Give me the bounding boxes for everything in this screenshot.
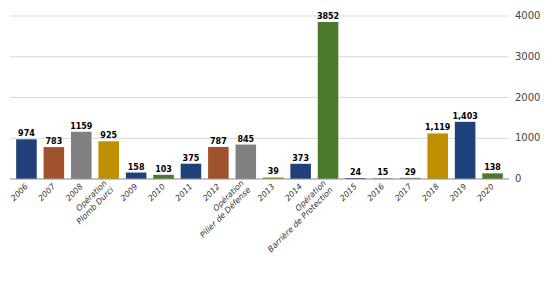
bar: [427, 133, 448, 179]
bar: [16, 139, 37, 179]
data-label: 15: [377, 168, 389, 177]
bar: [126, 173, 147, 179]
x-tick-label: 2016: [366, 182, 387, 203]
x-tick-label: OpérationPilier de Défense: [191, 178, 253, 240]
bar: [455, 122, 476, 179]
data-label: 24: [350, 168, 362, 177]
x-tick-label-line: Plomb Durci: [75, 185, 116, 226]
x-tick-label: 2007: [37, 181, 58, 202]
x-tick-label-line: 2013: [256, 182, 277, 203]
x-tick-label: 2019: [448, 182, 469, 203]
x-tick-label: 2020: [475, 182, 496, 203]
x-tick-label-line: 2015: [338, 182, 359, 203]
bar: [153, 175, 174, 179]
x-tick-label: 2006: [9, 182, 30, 203]
data-label: 103: [155, 165, 172, 174]
data-label: 845: [237, 135, 254, 144]
grid: [10, 16, 509, 179]
grid-line: [10, 179, 509, 180]
bar: [208, 147, 229, 179]
data-label: 29: [405, 168, 417, 177]
grid-line: [10, 97, 509, 98]
x-tick-label: 2018: [420, 182, 441, 203]
x-tick-label-line: 2016: [366, 182, 387, 203]
x-tick-label-line: 2011: [174, 182, 195, 203]
data-label: 925: [100, 131, 117, 140]
x-tick-label-line: Pilier de Défense: [198, 185, 253, 240]
x-axis: 200620072008OpérationPlomb Durci20092010…: [9, 177, 496, 254]
x-tick-label: 2010: [146, 182, 167, 203]
x-tick-label-line: 2006: [9, 182, 30, 203]
x-tick-label-line: 2020: [475, 182, 496, 203]
x-tick-label-line: 2019: [448, 182, 469, 203]
data-label: 39: [268, 167, 280, 176]
bar: [482, 173, 503, 179]
x-tick-label-line: 2018: [420, 182, 441, 203]
data-label: 1,119: [425, 123, 451, 132]
bar: [236, 145, 257, 179]
y-axis: 0 1000 2000 3000 4000: [515, 10, 540, 184]
data-label: 787: [210, 137, 227, 146]
chart: 0 1000 2000 3000 4000 974 783 1159 925 158 103 375 7…: [0, 0, 555, 283]
x-tick-label: 2013: [256, 182, 277, 203]
y-tick-label: 4000: [515, 10, 540, 21]
x-tick-label-line: Barrière de Protection: [265, 185, 334, 254]
bar: [318, 22, 339, 179]
data-label: 1159: [70, 122, 93, 131]
bar: [290, 164, 311, 179]
data-label: 1,403: [452, 112, 477, 121]
bar: [98, 141, 119, 179]
grid-line: [10, 16, 509, 17]
bar: [71, 132, 92, 179]
grid-line: [10, 56, 509, 57]
data-labels: 974 783 1159 925 158 103 375 787 845 39 373 3852 24 1…: [18, 12, 501, 177]
data-label: 974: [18, 129, 35, 138]
x-axis-line: [10, 179, 509, 180]
x-tick-label: 2015: [338, 182, 359, 203]
bar: [181, 164, 202, 179]
x-tick-label: 2011: [174, 182, 195, 203]
data-label: 158: [128, 163, 145, 172]
y-tick-label: 1000: [515, 132, 540, 143]
x-tick-label: 2017: [393, 181, 414, 202]
x-tick-label: 2009: [119, 182, 140, 203]
x-tick-label-line: 2007: [37, 181, 58, 202]
y-tick-label: 3000: [515, 51, 540, 62]
bars: [16, 22, 503, 179]
y-tick-label: 0: [515, 173, 521, 184]
x-tick-label-line: 2017: [393, 181, 414, 202]
x-tick-label: OpérationPlomb Durci: [67, 177, 116, 226]
data-label: 138: [484, 163, 501, 172]
chart-container: 0 1000 2000 3000 4000 974 783 1159 925 158 103 375 7…: [0, 0, 555, 283]
data-label: 3852: [317, 12, 339, 21]
x-tick-label-line: 2009: [119, 182, 140, 203]
data-label: 373: [292, 154, 309, 163]
x-tick-label-line: 2010: [146, 182, 167, 203]
x-tick-label: OpérationBarrière de Protection: [259, 178, 335, 254]
bar: [44, 147, 65, 179]
data-label: 783: [46, 137, 63, 146]
y-tick-label: 2000: [515, 92, 540, 103]
data-label: 375: [183, 154, 200, 163]
